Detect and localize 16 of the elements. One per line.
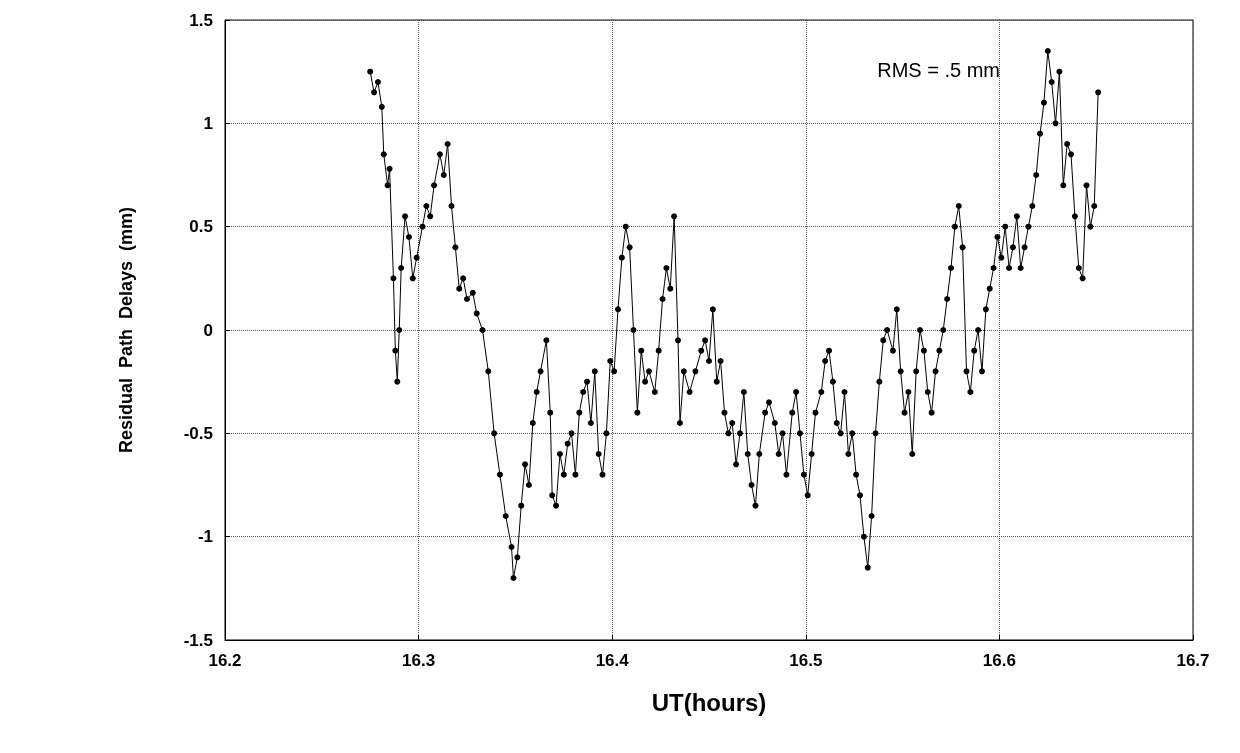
y-tick-label: 0.5 bbox=[189, 217, 213, 237]
y-tick-label: -1.5 bbox=[183, 630, 213, 650]
x-tick-label: 16.4 bbox=[595, 651, 630, 670]
x-tick-label: 16.3 bbox=[402, 651, 436, 670]
y-tick-label: 1 bbox=[203, 113, 213, 133]
y-axis-title: Residual Path Delays (mm) bbox=[116, 206, 136, 454]
x-tick-label: 16.2 bbox=[208, 651, 242, 670]
y-tick-label: 0 bbox=[203, 320, 213, 340]
y-tick-label: -1 bbox=[197, 527, 213, 547]
x-tick-label: 16.6 bbox=[982, 651, 1016, 670]
x-tick-label: 16.7 bbox=[1176, 651, 1210, 670]
y-tick-label: -0.5 bbox=[183, 423, 213, 443]
annotation: RMS = .5 mm bbox=[877, 59, 1000, 81]
x-tick-label: 16.5 bbox=[789, 651, 823, 670]
y-tick-label: 1.5 bbox=[189, 10, 213, 30]
x-axis-title: UT(hours) bbox=[651, 688, 767, 716]
